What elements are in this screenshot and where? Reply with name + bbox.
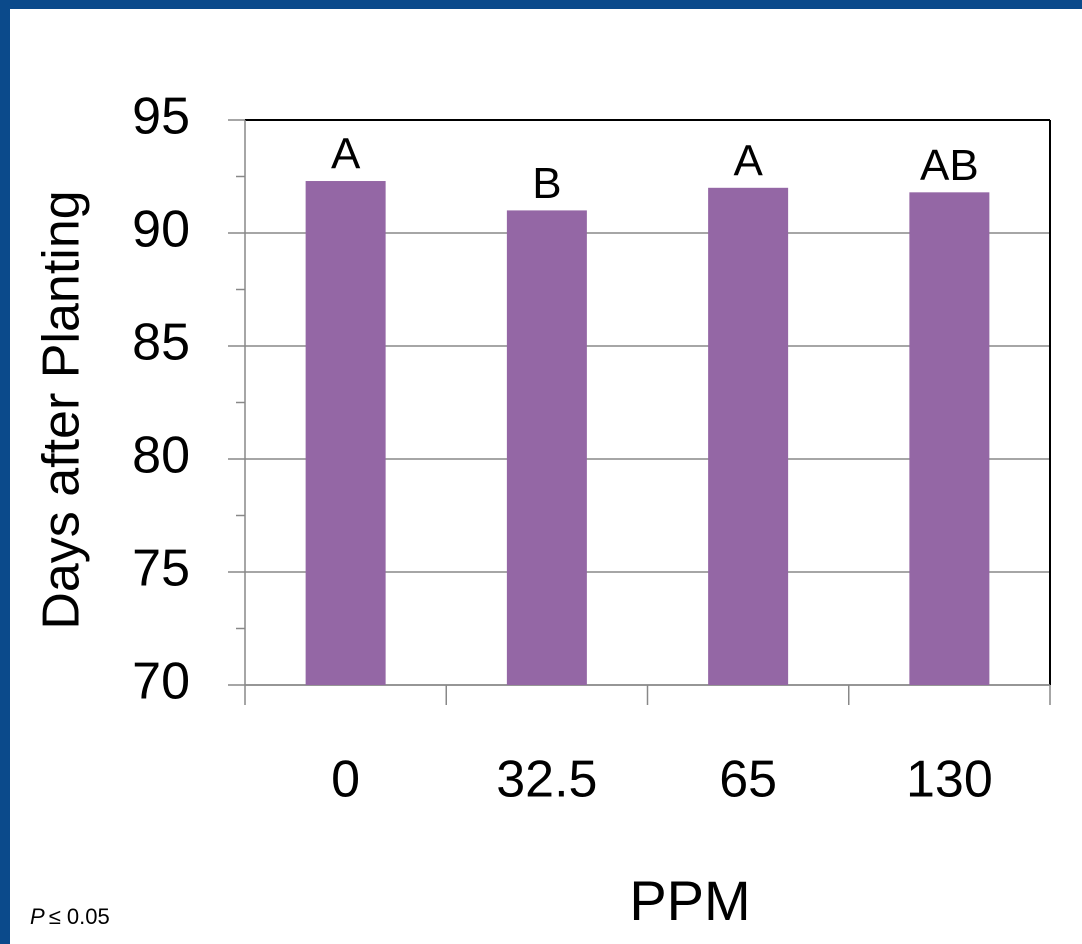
bar [506,210,587,685]
footnote: P ≤ 0.05 [30,904,110,929]
footnote-symbol: P [30,904,45,929]
x-axis-title: PPM [629,869,750,932]
bar [909,192,990,685]
footnote-text: ≤ 0.05 [49,904,110,929]
x-tick-label: 130 [906,751,993,809]
x-tick-label: 0 [331,751,360,809]
y-tick-label: 75 [132,540,190,598]
y-tick-label: 70 [132,653,190,711]
y-axis-title: Days after Planting [33,190,91,629]
bar-annotation: A [733,136,763,185]
x-tick-label: 32.5 [496,751,597,809]
y-tick-label: 80 [132,427,190,485]
x-tick-label: 65 [719,751,777,809]
bar [305,181,386,685]
y-tick-label: 90 [132,201,190,259]
bar-annotation: A [331,130,361,179]
bar-annotation: AB [920,141,979,190]
y-tick-label: 85 [132,314,190,372]
top-border [0,0,1082,9]
left-border [0,0,10,944]
bar-annotation: B [532,159,561,208]
y-tick-label: 95 [132,88,190,146]
bar [708,187,789,686]
